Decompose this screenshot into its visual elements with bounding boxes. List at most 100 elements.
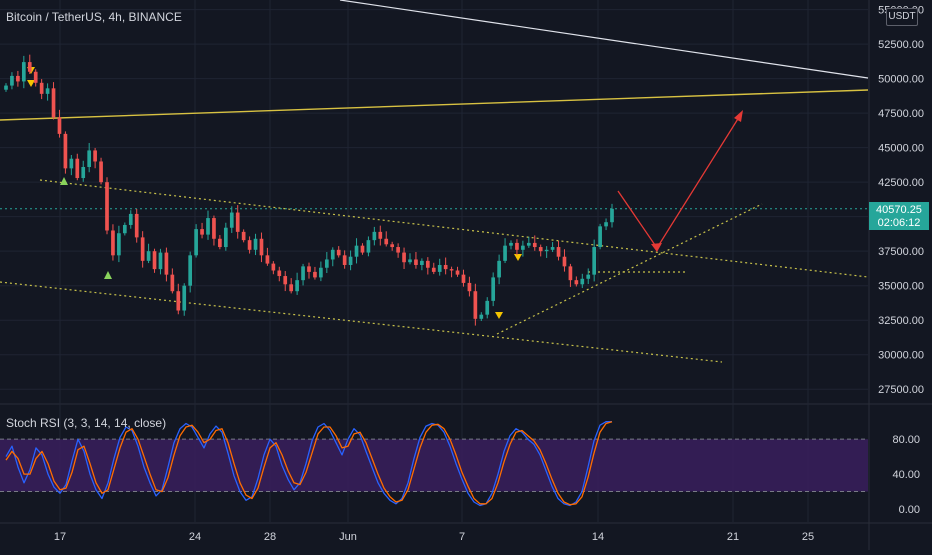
candle-body xyxy=(414,259,418,265)
chart-title: Bitcoin / TetherUS, 4h, BINANCE xyxy=(6,10,182,24)
time-tick-label: 14 xyxy=(592,531,604,543)
sell-signal-marker xyxy=(27,80,35,87)
candle-body xyxy=(200,229,204,235)
candle-body xyxy=(336,249,341,256)
candle-body xyxy=(87,150,92,167)
price-tick-label: 50000.00 xyxy=(878,74,924,86)
price-tick-label: 37500.00 xyxy=(878,246,924,258)
currency-button[interactable]: USDT xyxy=(886,8,918,26)
candle-body xyxy=(449,269,454,271)
rising-support-line xyxy=(496,203,763,335)
candle-body xyxy=(93,150,97,162)
candle-body xyxy=(580,278,585,285)
candle-body xyxy=(170,274,175,292)
candle-body xyxy=(4,85,8,90)
price-tick-label: 35000.00 xyxy=(878,281,924,293)
white-trendline xyxy=(339,0,869,79)
candle-body xyxy=(497,260,501,278)
candle-body xyxy=(283,276,288,285)
stoch-overbought-oversold-band xyxy=(0,439,868,492)
candle-body xyxy=(223,227,228,248)
time-tick-label: 25 xyxy=(802,531,814,543)
candle-body xyxy=(27,62,32,72)
time-tick-label: 28 xyxy=(264,531,276,543)
candle-body xyxy=(562,256,567,267)
time-tick-label: 17 xyxy=(54,531,66,543)
candle-body xyxy=(182,285,187,311)
candle-body xyxy=(218,238,222,248)
candle-body xyxy=(265,255,270,264)
stoch-d-line xyxy=(5,421,613,506)
candle-body xyxy=(402,252,406,263)
price-tick-label: 47500.00 xyxy=(878,108,924,120)
candle-body xyxy=(461,274,466,283)
candle-body xyxy=(604,222,608,227)
candle-body xyxy=(610,208,614,223)
candle-body xyxy=(122,224,127,234)
candle-body xyxy=(324,259,329,268)
projection-arrow-path xyxy=(617,113,742,250)
candle-body xyxy=(443,264,448,270)
candle-body xyxy=(378,231,383,239)
candle-body xyxy=(479,314,484,319)
candle-body xyxy=(455,270,460,275)
candle-body xyxy=(467,282,472,292)
drawing-layer[interactable] xyxy=(0,0,869,363)
candle-body xyxy=(390,244,395,248)
candle-body xyxy=(503,245,507,261)
price-tick-label: 42500.00 xyxy=(878,177,924,189)
candle-body xyxy=(420,260,424,265)
candle-body xyxy=(491,277,496,301)
indicator-label[interactable]: Stoch RSI (3, 3, 14, 14, close) xyxy=(6,416,167,430)
candle-body xyxy=(111,230,115,256)
last-price-badge: 40570.25 02:06:12 xyxy=(869,202,929,230)
candle-body xyxy=(348,256,353,265)
candle-body xyxy=(431,267,436,272)
stoch-tick-label: 80.00 xyxy=(892,434,920,446)
candle-body xyxy=(152,251,157,270)
candle-body xyxy=(384,238,389,245)
candle-body xyxy=(544,249,549,252)
candle-body xyxy=(319,267,323,278)
candle-body xyxy=(313,271,317,278)
candle-body xyxy=(206,218,210,235)
stoch-tick-label: 40.00 xyxy=(892,469,920,481)
candle-body xyxy=(16,75,20,82)
candle-body xyxy=(128,213,133,225)
candle-body xyxy=(485,300,490,315)
candle-body xyxy=(146,251,151,261)
candle-body xyxy=(75,158,80,179)
candle-body xyxy=(229,212,234,228)
candle-body xyxy=(45,88,50,94)
candle-body xyxy=(134,213,139,238)
candle-body xyxy=(408,259,412,263)
stoch-layer xyxy=(5,421,613,507)
time-tick-label: 24 xyxy=(189,531,201,543)
candle-body xyxy=(342,255,347,265)
buy-signal-marker xyxy=(104,271,112,279)
candle-body xyxy=(158,252,163,270)
candle-body xyxy=(10,75,14,86)
projection-arrowhead-up xyxy=(734,110,743,122)
candle-body xyxy=(289,284,294,292)
projection-arrowhead-down xyxy=(651,243,662,252)
time-tick-label: 21 xyxy=(727,531,739,543)
candle-body xyxy=(538,247,543,252)
candle-body xyxy=(69,158,74,169)
buy-signal-marker xyxy=(60,177,68,185)
channel-lower-line xyxy=(0,281,723,363)
candle-body xyxy=(259,238,264,256)
channel-upper-line xyxy=(39,179,869,278)
candle-body xyxy=(307,266,311,272)
candle-body xyxy=(81,166,86,179)
candle-body xyxy=(574,280,579,285)
candle-body xyxy=(550,247,555,250)
candle-body xyxy=(509,242,513,246)
candle-body xyxy=(21,62,26,82)
candle-body xyxy=(164,252,169,275)
candle-body xyxy=(295,280,299,292)
candle-body xyxy=(598,226,602,248)
